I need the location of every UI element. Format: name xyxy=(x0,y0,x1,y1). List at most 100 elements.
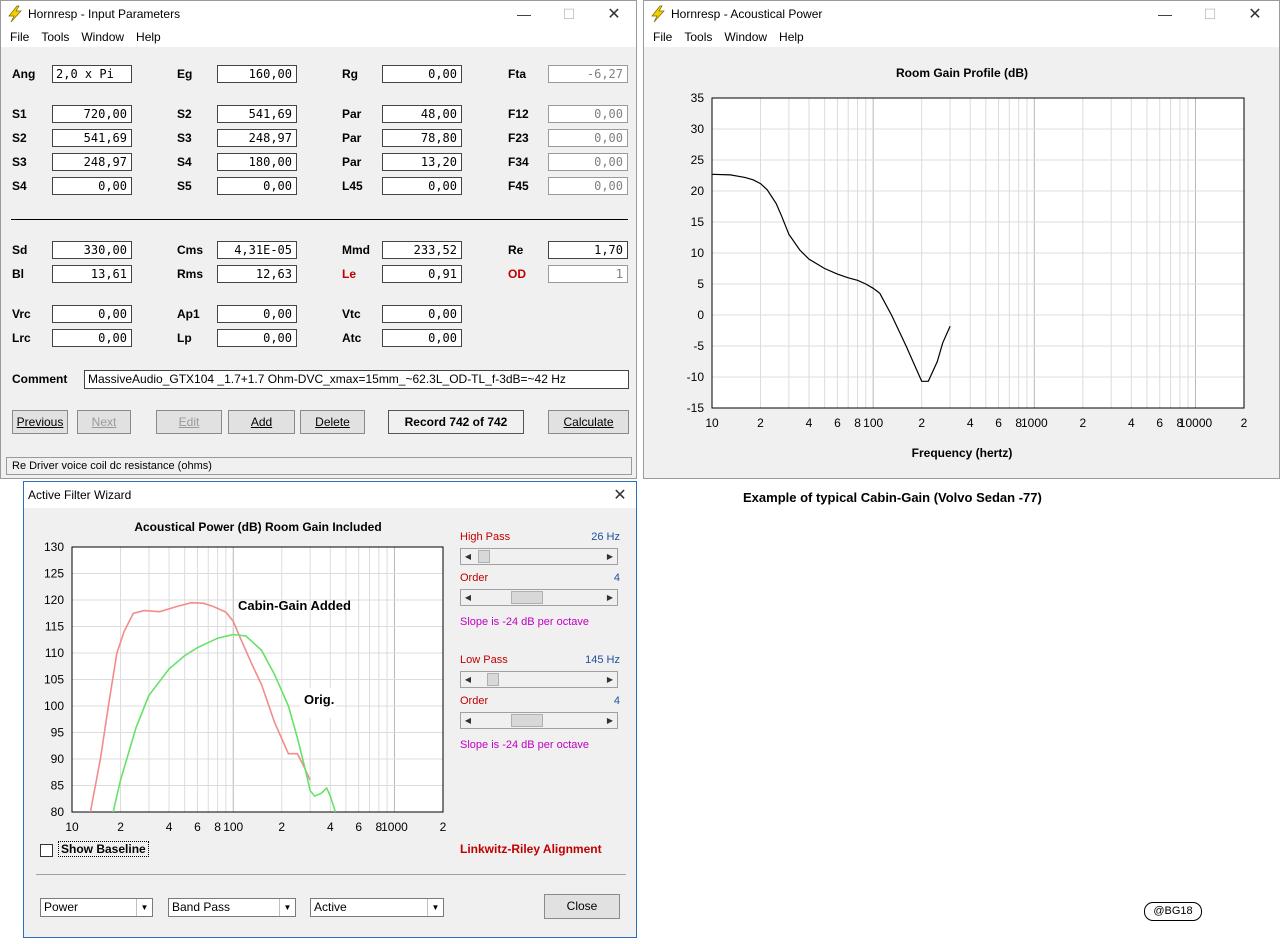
param-field-cms[interactable]: 4,31E-05 xyxy=(217,241,297,259)
param-field-fta[interactable]: -6,27 xyxy=(548,65,628,83)
close-icon[interactable]: ✕ xyxy=(607,6,621,23)
param-field-s5[interactable]: 0,00 xyxy=(217,177,297,195)
param-field-f45[interactable]: 0,00 xyxy=(548,177,628,195)
param-label-sd: Sd xyxy=(12,243,28,257)
show-baseline-label[interactable]: Show Baseline xyxy=(58,841,149,857)
slider-thumb[interactable] xyxy=(511,714,544,727)
menu-tools[interactable]: Tools xyxy=(41,30,70,44)
x-tick-label: 8 xyxy=(1015,416,1022,430)
menu-help[interactable]: Help xyxy=(779,30,804,44)
lp-order-slider[interactable]: ◀ ▶ xyxy=(460,712,618,729)
param-field-sd[interactable]: 330,00 xyxy=(52,241,132,259)
param-label-vtc: Vtc xyxy=(342,307,361,321)
param-field-s1[interactable]: 720,00 xyxy=(52,105,132,123)
menu-file[interactable]: File xyxy=(653,30,673,44)
param-field-f34[interactable]: 0,00 xyxy=(548,153,628,171)
param-field-ap1[interactable]: 0,00 xyxy=(217,305,297,323)
next-button[interactable]: Next xyxy=(77,410,131,434)
param-field-par[interactable]: 13,20 xyxy=(382,153,462,171)
menu-window[interactable]: Window xyxy=(81,30,125,44)
param-label-le: Le xyxy=(342,267,357,281)
right-arrow-icon[interactable]: ▶ xyxy=(606,593,614,602)
param-field-lrc[interactable]: 0,00 xyxy=(52,329,132,347)
param-field-f23[interactable]: 0,00 xyxy=(548,129,628,147)
mode-select-value: Power xyxy=(44,900,79,914)
menu-file[interactable]: File xyxy=(10,30,30,44)
param-field-f12[interactable]: 0,00 xyxy=(548,105,628,123)
param-label-bl: Bl xyxy=(12,267,24,281)
param-field-re[interactable]: 1,70 xyxy=(548,241,628,259)
param-field-par[interactable]: 48,00 xyxy=(382,105,462,123)
param-field-s2[interactable]: 541,69 xyxy=(217,105,297,123)
param-field-s4[interactable]: 0,00 xyxy=(52,177,132,195)
menu-tools[interactable]: Tools xyxy=(684,30,713,44)
high-pass-slider[interactable]: ◀ ▶ xyxy=(460,548,618,565)
menu-help[interactable]: Help xyxy=(136,30,161,44)
slider-thumb[interactable] xyxy=(511,591,544,604)
right-arrow-icon[interactable]: ▶ xyxy=(606,552,614,561)
param-field-vtc[interactable]: 0,00 xyxy=(382,305,462,323)
x-tick-label: 2 xyxy=(278,820,285,832)
previous-button[interactable]: Previous xyxy=(12,410,68,434)
filter-kind-select[interactable]: Active ▼ xyxy=(310,898,444,917)
wizard-titlebar: Active Filter Wizard ✕ xyxy=(24,482,636,508)
menu-window[interactable]: Window xyxy=(724,30,768,44)
filter-type-select[interactable]: Band Pass ▼ xyxy=(168,898,296,917)
param-label-s2: S2 xyxy=(177,107,192,121)
param-field-bl[interactable]: 13,61 xyxy=(52,265,132,283)
slider-thumb[interactable] xyxy=(486,673,499,686)
param-field-le[interactable]: 0,91 xyxy=(382,265,462,283)
minimize-icon[interactable]: — xyxy=(517,6,531,22)
chart-title: Room Gain Profile (dB) xyxy=(896,66,1028,80)
param-field-lp[interactable]: 0,00 xyxy=(217,329,297,347)
input-window-title: Hornresp - Input Parameters xyxy=(28,7,181,21)
add-button[interactable]: Add xyxy=(228,410,295,434)
param-field-vrc[interactable]: 0,00 xyxy=(52,305,132,323)
hp-order-value: 4 xyxy=(613,572,620,584)
param-field-s4[interactable]: 180,00 xyxy=(217,153,297,171)
param-field-s3[interactable]: 248,97 xyxy=(217,129,297,147)
maximize-icon[interactable]: ☐ xyxy=(562,5,576,22)
x-tick-label: 6 xyxy=(355,820,362,832)
param-field-ang[interactable]: 2,0 x Pi xyxy=(52,65,132,83)
delete-button[interactable]: Delete xyxy=(300,410,365,434)
annotation-orig: Orig. xyxy=(304,692,334,707)
annotation-backdrop xyxy=(300,688,336,718)
hp-order-slider[interactable]: ◀ ▶ xyxy=(460,589,618,606)
comment-label: Comment xyxy=(12,372,68,386)
param-field-s3[interactable]: 248,97 xyxy=(52,153,132,171)
lp-slope-note: Slope is -24 dB per octave xyxy=(460,739,590,751)
y-tick-label: 80 xyxy=(51,805,65,819)
param-field-eg[interactable]: 160,00 xyxy=(217,65,297,83)
param-label-ap1: Ap1 xyxy=(177,307,200,321)
minimize-icon[interactable]: — xyxy=(1158,6,1172,22)
left-arrow-icon[interactable]: ◀ xyxy=(464,675,472,684)
comment-field[interactable]: MassiveAudio_GTX104 _1.7+1.7 Ohm-DVC_xma… xyxy=(84,370,629,389)
param-field-atc[interactable]: 0,00 xyxy=(382,329,462,347)
param-field-mmd[interactable]: 233,52 xyxy=(382,241,462,259)
close-button[interactable]: Close xyxy=(544,894,620,919)
low-pass-slider[interactable]: ◀ ▶ xyxy=(460,671,618,688)
param-field-s2[interactable]: 541,69 xyxy=(52,129,132,147)
left-arrow-icon[interactable]: ◀ xyxy=(464,716,472,725)
right-arrow-icon[interactable]: ▶ xyxy=(606,675,614,684)
calculate-button[interactable]: Calculate xyxy=(548,410,629,434)
mode-select[interactable]: Power ▼ xyxy=(40,898,153,917)
edit-button[interactable]: Edit xyxy=(156,410,222,434)
wizard-title: Active Filter Wizard xyxy=(28,488,132,502)
slider-thumb[interactable] xyxy=(478,550,491,563)
left-arrow-icon[interactable]: ◀ xyxy=(464,593,472,602)
close-icon[interactable]: ✕ xyxy=(1248,6,1262,23)
right-arrow-icon[interactable]: ▶ xyxy=(606,716,614,725)
param-field-par[interactable]: 78,80 xyxy=(382,129,462,147)
y-tick-label: 15 xyxy=(691,215,705,229)
param-field-rg[interactable]: 0,00 xyxy=(382,65,462,83)
param-field-od[interactable]: 1 xyxy=(548,265,628,283)
param-field-l45[interactable]: 0,00 xyxy=(382,177,462,195)
close-icon[interactable]: ✕ xyxy=(613,487,627,504)
left-arrow-icon[interactable]: ◀ xyxy=(464,552,472,561)
param-field-rms[interactable]: 12,63 xyxy=(217,265,297,283)
x-tick-label: 2 xyxy=(440,820,447,832)
show-baseline-checkbox[interactable] xyxy=(40,844,53,857)
maximize-icon[interactable]: ☐ xyxy=(1203,5,1217,22)
